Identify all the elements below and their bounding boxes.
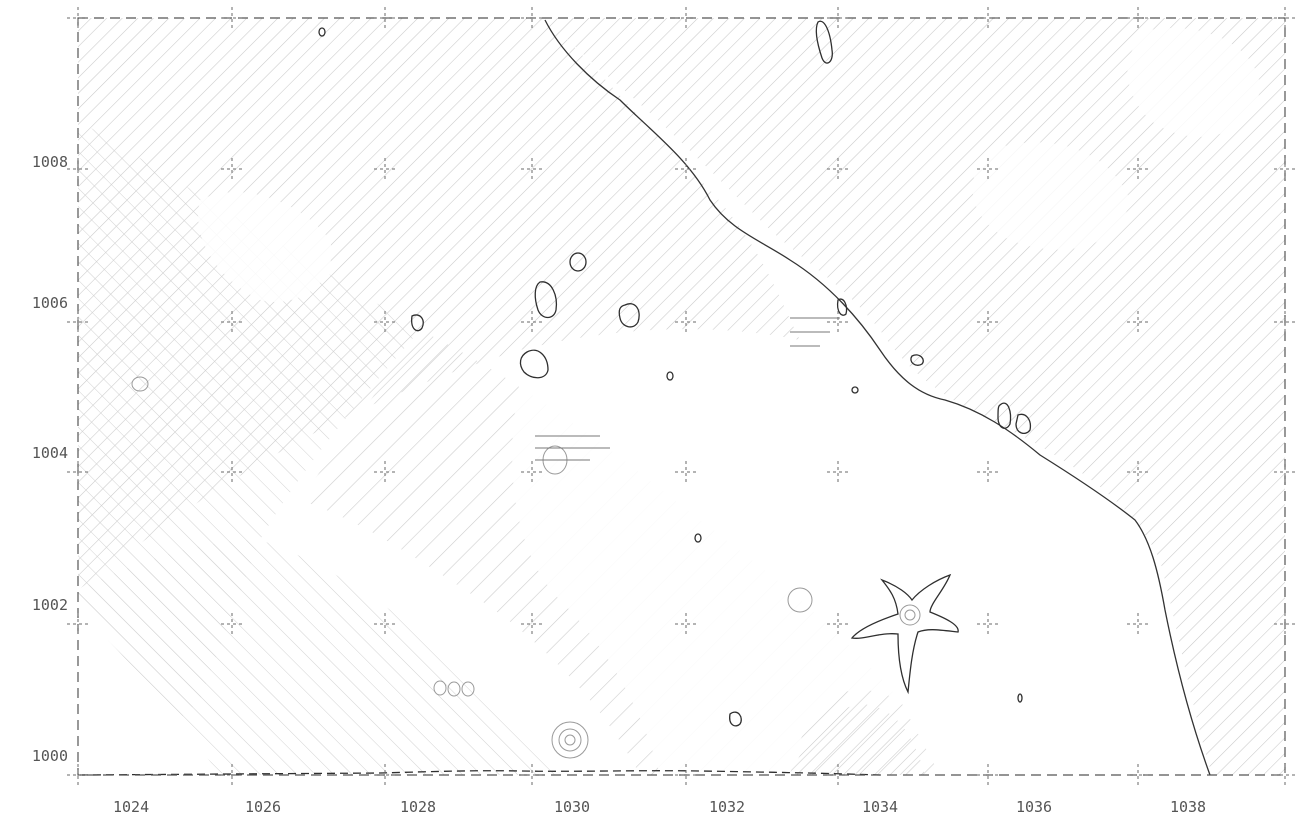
clear-area-central	[512, 333, 1205, 775]
star-feature-core	[904, 609, 916, 621]
clear-area-northeast	[1127, 28, 1260, 137]
x-tick-label: 1036	[1016, 798, 1052, 816]
contour-ellipse	[433, 680, 447, 696]
contour-ellipse	[461, 681, 475, 697]
x-tick-label: 1034	[862, 798, 898, 816]
clear-area-east	[972, 142, 1130, 250]
x-tick-label: 1030	[554, 798, 590, 816]
contour-ellipse	[851, 386, 859, 394]
grid-crosses	[67, 7, 1296, 786]
contour-ellipse	[519, 349, 549, 379]
contour-ellipse	[318, 27, 326, 37]
contour-ellipse	[569, 252, 587, 272]
clear-area-northwest	[198, 192, 332, 302]
contour-ellipse	[447, 681, 461, 697]
x-tick-label: 1028	[400, 798, 436, 816]
contour-ellipse	[787, 587, 813, 613]
contour-ellipse	[836, 298, 848, 316]
hatch-region-south-lobe	[790, 704, 925, 775]
contour-ellipse	[618, 303, 640, 328]
x-tick-label: 1024	[113, 798, 149, 816]
y-tick-label: 1004	[32, 444, 68, 462]
contour-features	[131, 20, 1032, 759]
contour-ellipse	[1015, 413, 1032, 435]
contour-ellipse	[1017, 693, 1023, 703]
tick-strokes	[535, 317, 840, 461]
contour-ellipse	[997, 402, 1012, 429]
coastline	[544, 19, 1211, 776]
star-feature	[850, 573, 959, 695]
hatch-region-southwest	[78, 540, 560, 775]
contour-ellipse	[694, 533, 702, 543]
spiral-feature	[551, 721, 589, 759]
contour-ellipse	[666, 371, 674, 381]
y-tick-label: 1006	[32, 294, 68, 312]
hatched-areas	[78, 18, 1285, 775]
x-tick-label: 1032	[709, 798, 745, 816]
clear-area-southwest-corner	[78, 610, 220, 775]
contour-ellipse	[411, 314, 424, 332]
lower-boundary	[79, 770, 881, 776]
contour-ellipse	[729, 711, 742, 727]
x-tick-label: 1026	[245, 798, 281, 816]
star-feature-core	[899, 604, 921, 626]
y-tick-label: 1002	[32, 596, 68, 614]
spiral-feature	[564, 734, 576, 746]
x-tick-label: 1038	[1170, 798, 1206, 816]
contour-ellipse	[131, 376, 149, 392]
spiral-feature	[558, 728, 582, 752]
contour-ellipse	[534, 281, 558, 319]
y-axis-labels: 1008 1006 1004 1002 1000	[32, 153, 68, 765]
y-tick-label: 1008	[32, 153, 68, 171]
y-tick-label: 1000	[32, 747, 68, 765]
contour-ellipse	[910, 354, 924, 366]
x-axis-labels: 1024 1026 1028 1030 1032 1034 1036 1038	[113, 798, 1206, 816]
contour-ellipse	[815, 20, 833, 64]
